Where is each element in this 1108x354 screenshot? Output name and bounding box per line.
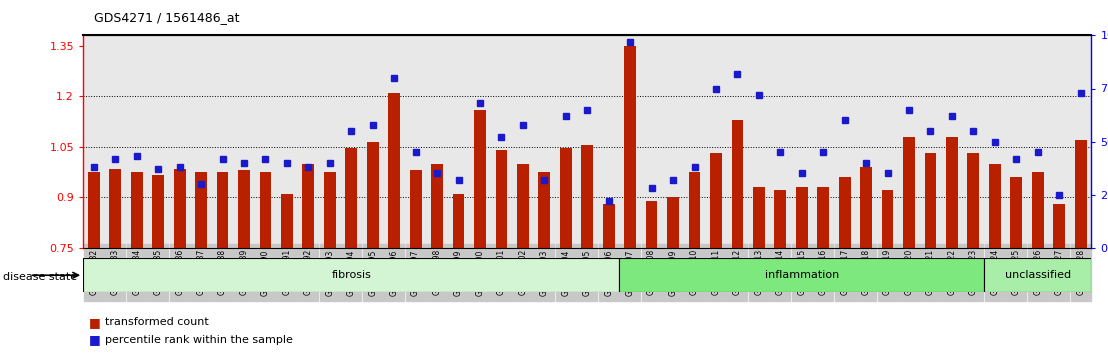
- Bar: [88, 172, 100, 248]
- Bar: [1010, 177, 1023, 248]
- Bar: [152, 175, 164, 248]
- Bar: [474, 110, 486, 248]
- Bar: [989, 164, 1001, 248]
- Bar: [753, 187, 765, 248]
- Bar: [367, 142, 379, 248]
- Bar: [560, 148, 572, 248]
- Bar: [517, 164, 529, 248]
- Bar: [495, 150, 507, 248]
- Bar: [281, 194, 293, 248]
- Bar: [839, 177, 851, 248]
- Bar: [603, 204, 615, 248]
- Bar: [688, 172, 700, 248]
- Text: GDS4271 / 1561486_at: GDS4271 / 1561486_at: [94, 11, 239, 24]
- Bar: [195, 172, 207, 248]
- Bar: [774, 190, 787, 248]
- Text: disease state: disease state: [3, 272, 78, 282]
- Bar: [538, 172, 551, 248]
- Text: unclassified: unclassified: [1005, 270, 1070, 280]
- Bar: [710, 153, 721, 248]
- Bar: [582, 145, 593, 248]
- Bar: [410, 170, 421, 248]
- Bar: [624, 46, 636, 248]
- Bar: [388, 93, 400, 248]
- Bar: [818, 187, 829, 248]
- Bar: [1075, 140, 1087, 248]
- Bar: [110, 169, 121, 248]
- Bar: [882, 190, 893, 248]
- Bar: [259, 172, 271, 248]
- Bar: [1032, 172, 1044, 248]
- Bar: [903, 137, 915, 248]
- Bar: [796, 187, 808, 248]
- Text: ■: ■: [89, 333, 101, 346]
- Bar: [238, 170, 250, 248]
- Bar: [217, 172, 228, 248]
- Bar: [453, 194, 464, 248]
- Text: ■: ■: [89, 316, 101, 329]
- Bar: [967, 153, 979, 248]
- Bar: [731, 120, 743, 248]
- Text: fibrosis: fibrosis: [331, 270, 371, 280]
- Text: inflammation: inflammation: [765, 270, 839, 280]
- Bar: [302, 164, 315, 248]
- Bar: [174, 169, 185, 248]
- Bar: [860, 167, 872, 248]
- Bar: [619, 258, 984, 292]
- Bar: [131, 172, 143, 248]
- Bar: [667, 197, 679, 248]
- Bar: [946, 137, 957, 248]
- Bar: [646, 201, 657, 248]
- Bar: [346, 148, 357, 248]
- Text: percentile rank within the sample: percentile rank within the sample: [105, 335, 294, 345]
- Bar: [324, 172, 336, 248]
- Bar: [1054, 204, 1065, 248]
- Bar: [984, 258, 1091, 292]
- Bar: [924, 153, 936, 248]
- Text: transformed count: transformed count: [105, 317, 209, 327]
- Bar: [83, 258, 619, 292]
- Bar: [431, 164, 443, 248]
